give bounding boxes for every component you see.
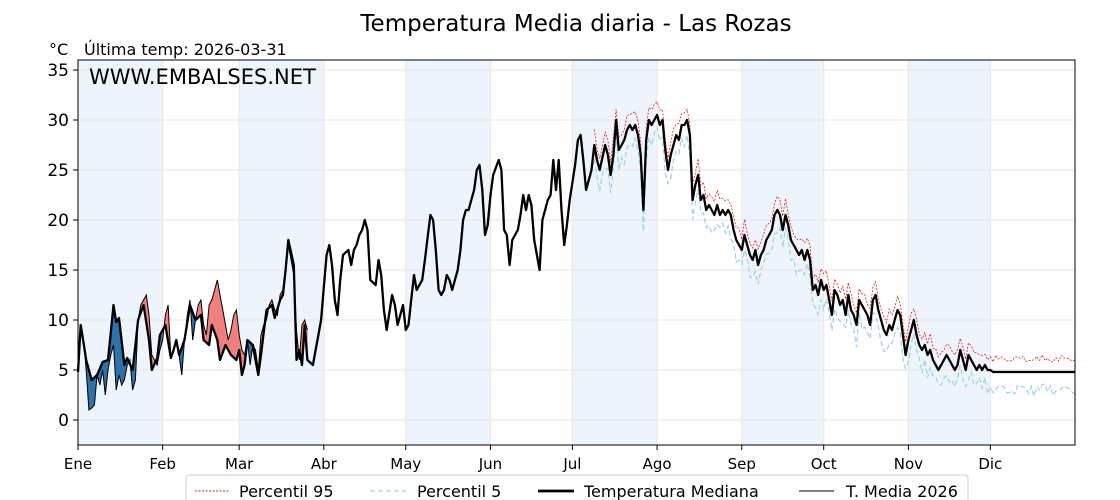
above-median-fill	[233, 309, 237, 361]
month-label: May	[390, 455, 421, 473]
month-shade-5	[908, 60, 991, 445]
legend-p5-label: Percentil 5	[417, 482, 501, 500]
month-label: Sep	[728, 455, 756, 473]
y-tick-label: 0	[58, 411, 69, 431]
y-tick-label: 35	[47, 61, 69, 81]
y-tick-label: 20	[47, 211, 69, 231]
legend-box	[185, 474, 969, 500]
y-tick-label: 10	[47, 311, 69, 331]
month-shade-2	[405, 60, 491, 445]
month-shade-1	[239, 60, 324, 445]
watermark: WWW.EMBALSES.NET	[89, 65, 316, 89]
legend-current-label: T. Media 2026	[845, 482, 958, 500]
month-label: Ago	[643, 455, 672, 473]
legend-median-label: Temperatura Mediana	[583, 482, 759, 500]
month-label: Nov	[894, 455, 923, 473]
plot-frame	[77, 59, 1076, 446]
y-tick-label: 30	[47, 111, 69, 131]
chart-title: Temperatura Media diaria - Las Rozas	[359, 11, 791, 37]
last-temp-label: Última temp: 2026-03-31	[84, 40, 287, 59]
current-2026-line	[77, 244, 308, 411]
below-median-fill	[91, 376, 95, 409]
percentile-95-line	[593, 101, 1076, 363]
y-tick-label: 25	[47, 161, 69, 181]
y-tick-label: 15	[47, 261, 69, 281]
month-label: Oct	[811, 455, 837, 473]
series	[76, 101, 1076, 411]
month-shade-3	[572, 60, 658, 445]
unit-label: °C	[49, 40, 68, 59]
legend: Percentil 95 Percentil 5 Temperatura Med…	[185, 474, 969, 500]
month-label: Abr	[311, 455, 338, 473]
month-shading	[78, 60, 991, 445]
percentile-5-line	[593, 125, 1076, 399]
month-label: Ene	[64, 455, 92, 473]
month-label: Mar	[225, 455, 254, 473]
median-line	[76, 113, 1075, 382]
month-label: Jun	[478, 455, 502, 473]
month-label: Jul	[562, 455, 581, 473]
month-label: Dic	[978, 455, 1002, 473]
grid	[77, 60, 1075, 445]
axes: 0 5 10 15 20 25 30 35 Ene Feb Mar Abr May Jun Jul Ago Se…	[47, 61, 1002, 473]
month-label: Feb	[149, 455, 176, 473]
y-tick-label: 5	[58, 361, 69, 381]
legend-p95-label: Percentil 95	[239, 482, 334, 500]
